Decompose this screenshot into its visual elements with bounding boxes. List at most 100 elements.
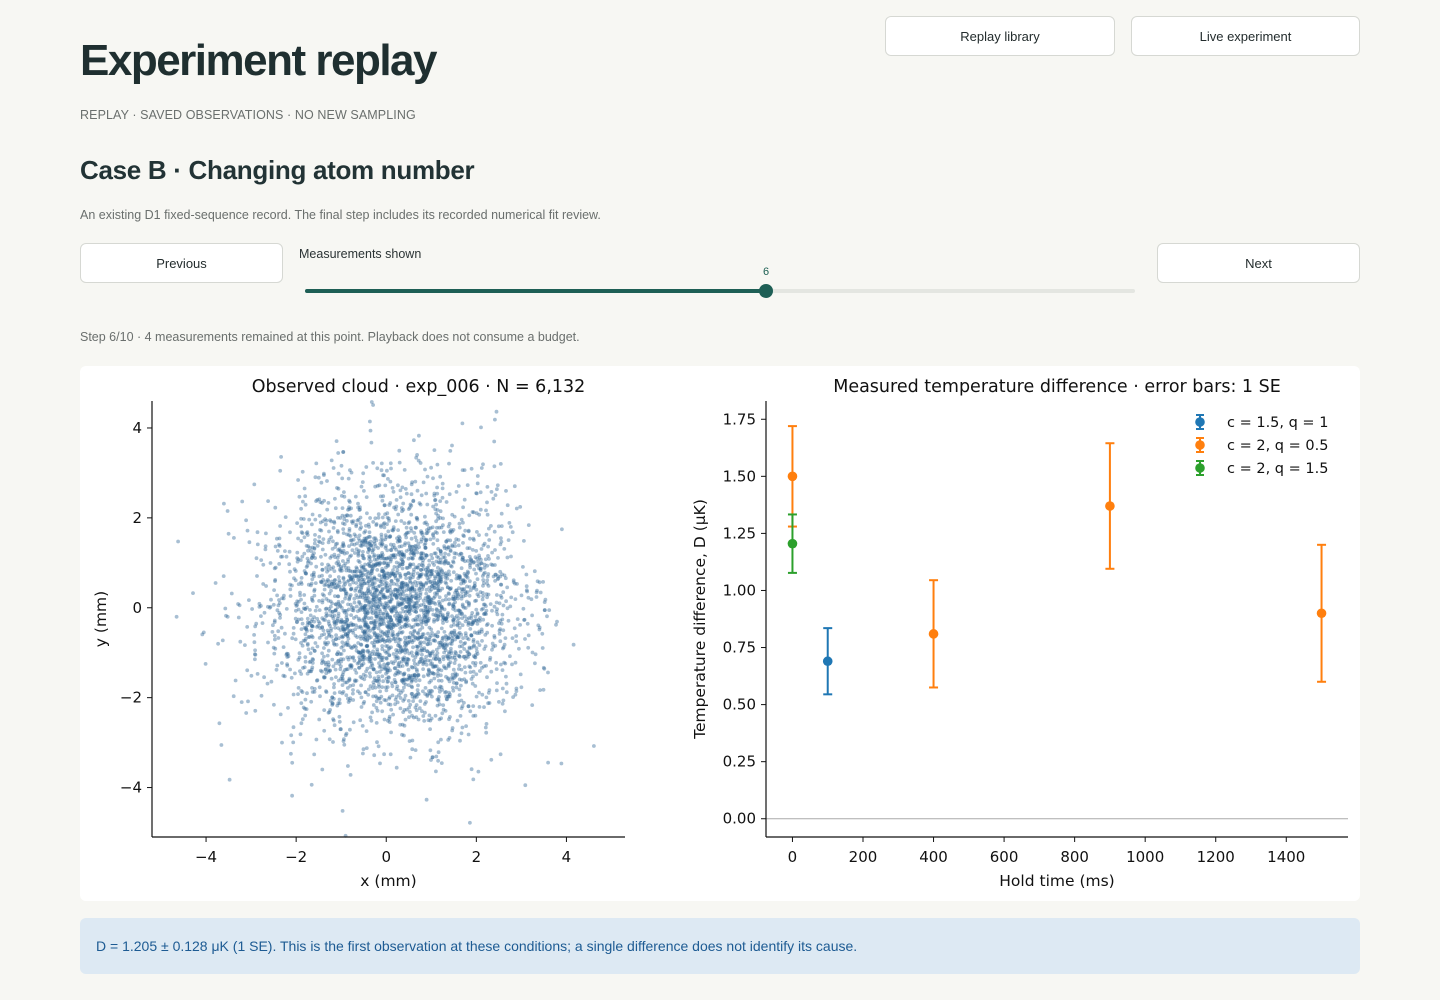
cloud-point [522, 618, 526, 622]
cloud-point [400, 649, 405, 653]
cloud-point [390, 593, 394, 597]
cloud-point [394, 695, 399, 699]
cloud-point [354, 604, 359, 609]
cloud-point [357, 657, 362, 662]
cloud-point [334, 642, 339, 647]
cloud-point [431, 665, 436, 669]
live-experiment-button[interactable]: Live experiment [1131, 16, 1360, 56]
cloud-point [272, 651, 277, 656]
cloud-point [472, 618, 477, 623]
cloud-point [447, 597, 451, 602]
cloud-point [304, 627, 309, 632]
cloud-point [347, 574, 352, 578]
cloud-point [323, 640, 327, 645]
cloud-point [429, 569, 434, 574]
cloud-point [410, 544, 414, 549]
cloud-point [300, 554, 305, 559]
cloud-point [385, 589, 390, 594]
cloud-point [494, 660, 498, 665]
cloud-point [348, 727, 352, 732]
cloud-point [380, 674, 385, 679]
cloud-point [390, 486, 395, 490]
cloud-point [427, 713, 432, 718]
cloud-point [291, 631, 296, 636]
cloud-point [336, 559, 340, 564]
cloud-point [381, 612, 386, 616]
cloud-point [421, 674, 426, 679]
cloud-point [396, 662, 401, 666]
cloud-point [407, 520, 412, 524]
cloud-point [286, 706, 290, 710]
cloud-point [376, 546, 380, 550]
cloud-point [379, 655, 384, 660]
cloud-point [316, 539, 321, 544]
cloud-point [355, 566, 359, 571]
cloud-point [287, 562, 292, 567]
cloud-point [354, 547, 359, 552]
slider-thumb[interactable] [759, 284, 774, 298]
measurements-slider[interactable] [305, 284, 1135, 298]
replay-library-button[interactable]: Replay library [885, 16, 1115, 56]
cloud-point [376, 605, 381, 609]
cloud-point [402, 584, 407, 589]
cloud-point [239, 700, 244, 704]
temperature-y-label: Temperature difference, D (μK) [691, 499, 709, 740]
cloud-point [315, 678, 320, 682]
cloud-point [382, 503, 387, 508]
cloud-point [438, 474, 443, 479]
cloud-point [429, 758, 433, 762]
cloud-point [359, 643, 364, 647]
cloud-point [312, 589, 317, 593]
cloud-point [423, 608, 428, 613]
cloud-point [314, 499, 318, 503]
cloud-point [399, 519, 404, 523]
cloud-point [487, 701, 492, 705]
cloud-point [461, 579, 465, 583]
cloud-point [412, 567, 416, 572]
cloud-point [489, 490, 494, 494]
cloud-point [334, 585, 339, 590]
cloud-point [341, 644, 345, 648]
cloud-point [439, 525, 444, 530]
cloud-point [370, 598, 375, 602]
cloud-point [468, 536, 472, 541]
cloud-point [433, 498, 437, 503]
cloud-point [390, 623, 394, 627]
cloud-point [387, 535, 392, 539]
cloud-point [310, 553, 315, 558]
cloud-point [346, 568, 351, 573]
cloud-point [348, 574, 352, 579]
cloud-point [313, 475, 318, 480]
cloud-point [296, 692, 300, 696]
cloud-point [372, 539, 376, 544]
cloud-point [500, 572, 504, 577]
cloud-point [424, 581, 429, 586]
cloud-point [227, 777, 232, 782]
cloud-point [445, 576, 450, 581]
cloud-point [386, 679, 390, 684]
cloud-point [326, 664, 331, 669]
cloud-point [340, 678, 345, 683]
cloud-point [371, 621, 376, 625]
cloud-point [431, 671, 436, 676]
cloud-point [450, 655, 454, 660]
cloud-point [286, 654, 291, 659]
cloud-point [369, 601, 373, 605]
cloud-point [351, 720, 356, 725]
cloud-point [317, 717, 322, 722]
cloud-point [370, 582, 375, 587]
cloud-point [399, 583, 404, 588]
cloud-point [417, 433, 421, 438]
cloud-point [407, 635, 412, 639]
cloud-point [463, 589, 468, 594]
cloud-point [406, 640, 411, 645]
cloud-point [410, 673, 415, 678]
cloud-point [438, 499, 443, 503]
cloud-point [397, 630, 402, 635]
cloud-point [416, 566, 420, 570]
next-button[interactable]: Next [1157, 243, 1360, 283]
cloud-point [345, 655, 350, 660]
cloud-point [482, 705, 486, 709]
cloud-point [367, 554, 371, 559]
previous-button[interactable]: Previous [80, 243, 283, 283]
